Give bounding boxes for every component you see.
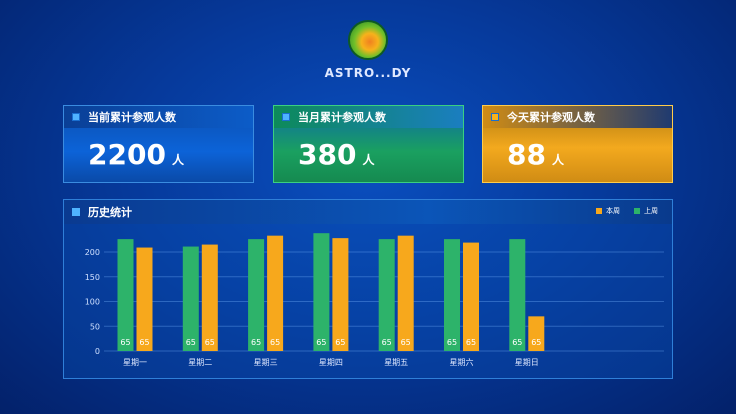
bar: [444, 239, 460, 351]
y-tick-label: 50: [90, 322, 100, 331]
bar: [182, 246, 199, 351]
square-icon: [282, 113, 290, 121]
card-title: 今天累计参观人数: [507, 111, 595, 124]
y-tick-label: 100: [85, 298, 100, 307]
bar-data-label: 65: [531, 338, 541, 347]
card-title: 当前累计参观人数: [88, 111, 176, 124]
x-tick-label: 星期三: [254, 358, 278, 367]
history-panel: 历史统计 本周 上周 0 50 100 150 200 65 65 星期一 65 65 星期二 65 6…: [63, 199, 673, 379]
card-value: 2200: [88, 138, 166, 171]
logo-text: ASTRO...DY: [324, 66, 412, 80]
card-today-visitors: 今天累计参观人数 88 人: [482, 105, 673, 183]
y-tick-label: 150: [85, 273, 100, 282]
bar-data-label: 65: [120, 338, 130, 347]
y-tick-label: 200: [85, 248, 100, 257]
x-tick-label: 星期四: [319, 358, 343, 367]
legend: 本周 上周: [596, 206, 658, 216]
bar: [528, 316, 545, 351]
bar: [313, 233, 330, 351]
x-tick-label: 星期五: [384, 358, 408, 367]
card-value: 380: [298, 138, 357, 171]
bar-data-label: 65: [251, 338, 261, 347]
card-month-visitors: 当月累计参观人数 380 人: [273, 105, 464, 183]
bar: [201, 244, 218, 351]
logo: ASTRO...DY: [318, 20, 418, 84]
y-tick-label: 0: [95, 347, 100, 356]
bar: [117, 239, 134, 351]
bar-data-label: 65: [139, 338, 149, 347]
card-title: 当月累计参观人数: [298, 111, 386, 124]
card-unit: 人: [171, 153, 184, 167]
x-tick-label: 星期二: [188, 358, 212, 367]
bar-data-label: 65: [466, 338, 476, 347]
legend-this-week[interactable]: 本周: [596, 206, 620, 216]
legend-last-week[interactable]: 上周: [634, 206, 658, 216]
bar: [332, 238, 349, 351]
bar: [509, 239, 526, 351]
x-tick-label: 星期日: [515, 358, 539, 367]
bar-data-label: 65: [382, 338, 392, 347]
bar-data-label: 65: [205, 338, 215, 347]
bar-data-label: 65: [512, 338, 522, 347]
card-unit: 人: [551, 153, 564, 167]
legend-label: 上周: [644, 207, 658, 215]
bar: [136, 247, 153, 351]
legend-label: 本周: [606, 207, 620, 215]
card-value: 88: [507, 138, 546, 171]
panel-title: 历史统计: [88, 206, 132, 219]
square-icon: [72, 113, 80, 121]
bar-chart: 0 50 100 150 200 65 65 星期一 65 65 星期二 65 65 星期三 65 65 星期四…: [85, 233, 664, 367]
bar-data-label: 65: [316, 338, 326, 347]
bar-data-label: 65: [401, 338, 411, 347]
square-icon: [491, 113, 499, 121]
square-icon: [72, 208, 80, 216]
bar: [397, 235, 414, 351]
bar-data-label: 65: [335, 338, 345, 347]
bar: [248, 239, 265, 351]
legend-swatch: [634, 208, 640, 214]
globe-logo-icon: [348, 20, 388, 60]
card-total-visitors: 当前累计参观人数 2200 人: [63, 105, 254, 183]
bar: [463, 242, 479, 351]
legend-swatch: [596, 208, 602, 214]
bar-data-label: 65: [447, 338, 457, 347]
bar-data-label: 65: [186, 338, 196, 347]
x-tick-label: 星期六: [450, 357, 474, 367]
bar: [378, 239, 395, 351]
x-tick-label: 星期一: [123, 358, 147, 367]
card-unit: 人: [362, 153, 375, 167]
bar-data-label: 65: [270, 338, 280, 347]
bar: [267, 235, 284, 351]
